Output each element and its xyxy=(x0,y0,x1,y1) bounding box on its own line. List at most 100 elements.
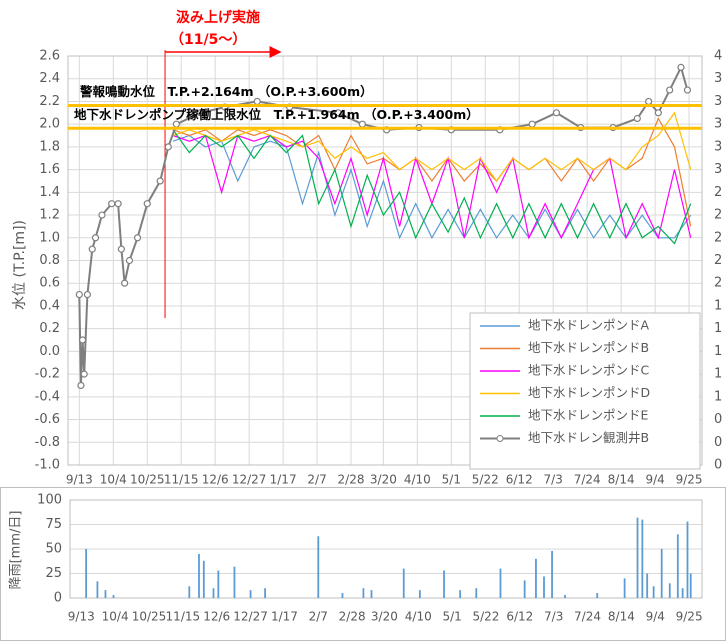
well-point xyxy=(164,143,172,151)
y-tick-label: -0.4 xyxy=(35,389,60,404)
x-tick-label: 10/25 xyxy=(132,610,167,624)
x-tick-label: 4/10 xyxy=(405,610,432,624)
legend-label: 地下水ドレン観測井B xyxy=(528,430,649,445)
well-point xyxy=(143,200,151,208)
y2-tick-label: 3 xyxy=(714,162,722,177)
rain-bar xyxy=(443,570,445,598)
x-tick-label: 9/4 xyxy=(646,610,665,624)
well-point xyxy=(78,336,87,344)
well-point xyxy=(654,109,662,117)
y-tick-label: 2.0 xyxy=(39,117,60,132)
rain-bar xyxy=(636,517,639,598)
rain-bar xyxy=(686,521,689,598)
rain-bar xyxy=(96,581,99,598)
rain-bar xyxy=(689,573,692,598)
rain-bar xyxy=(198,553,200,598)
rain-bar xyxy=(543,576,545,598)
rain-bar xyxy=(341,593,344,598)
well-point xyxy=(108,200,116,208)
legend-marker xyxy=(496,435,504,442)
x-tick-label: 4/10 xyxy=(404,473,431,487)
x-tick-label: 10/4 xyxy=(102,610,129,624)
legend-label: 地下水ドレンポンドD xyxy=(528,385,650,400)
y2-tick-label: 2 xyxy=(714,185,722,200)
well-point xyxy=(88,245,96,253)
legend-label: 地下水ドレンポンドC xyxy=(528,363,650,378)
well-point xyxy=(77,381,85,390)
y-tick-label: 0.4 xyxy=(39,298,60,313)
well-point xyxy=(83,290,92,299)
rain-bar xyxy=(459,590,462,598)
rain-bar xyxy=(370,590,373,598)
legend-label: 地下水ドレンポンドA xyxy=(528,318,650,333)
y-tick-label: 0.8 xyxy=(39,253,60,268)
y2-tick-label: 3 xyxy=(714,139,722,154)
y2-tick-label: 0 xyxy=(714,412,722,427)
well-point xyxy=(98,211,106,219)
y2-tick-label: 4 xyxy=(714,49,722,64)
rain-bar xyxy=(264,588,266,598)
well-point xyxy=(677,63,685,71)
rain-bar xyxy=(668,583,671,598)
well-point xyxy=(172,120,180,128)
rain-bar xyxy=(112,595,115,598)
rain-bar xyxy=(564,595,566,598)
x-tick-label: 9/13 xyxy=(66,473,93,487)
y-tick-label: 1.8 xyxy=(39,139,60,154)
annotation: 汲み上げ実施 xyxy=(176,9,260,26)
y2-tick-label: 1 xyxy=(714,344,722,359)
y-axis-title: 水位 (T.P.[m]) xyxy=(12,220,28,310)
rain-bar xyxy=(523,580,526,598)
well-point xyxy=(91,234,100,242)
x-tick-label: 7/3 xyxy=(544,473,563,487)
rain-bar xyxy=(104,590,107,598)
rain-bar xyxy=(646,573,649,598)
plot-frame xyxy=(67,55,703,466)
y2-tick-label: 0 xyxy=(714,458,722,473)
rain-bar xyxy=(475,588,478,598)
rain-bar xyxy=(596,593,599,598)
y-tick-label: 0.2 xyxy=(39,321,60,336)
x-tick-label: 6/12 xyxy=(506,610,533,624)
x-tick-label: 5/22 xyxy=(472,610,499,624)
legend-box xyxy=(469,312,701,470)
rain-bar xyxy=(418,590,421,598)
y-tick-label: -0.2 xyxy=(35,367,60,382)
threshold-label: 警報鳴動水位 T.P.+2.164m （O.P.+3.600m） xyxy=(79,84,373,99)
y-tick-label: 50 xyxy=(45,542,62,557)
x-tick-label: 2/28 xyxy=(339,610,366,624)
rain-bar xyxy=(249,590,252,598)
rain-bar xyxy=(85,549,88,598)
x-tick-label: 12/6 xyxy=(202,473,229,487)
annotation: （11/5〜） xyxy=(170,32,246,48)
well-point xyxy=(666,86,674,94)
y2-tick-label: 1 xyxy=(714,389,722,404)
x-tick-label: 8/14 xyxy=(608,473,635,487)
well-point xyxy=(114,200,122,208)
well-point xyxy=(156,177,164,185)
well-point xyxy=(633,114,641,123)
y2-tick-label: 0 xyxy=(714,435,722,450)
well-point xyxy=(197,109,205,117)
x-tick-label: 12/27 xyxy=(233,610,268,624)
y2-tick-label: 3 xyxy=(714,94,722,109)
well-point xyxy=(80,370,88,378)
y2-tick-label: 3 xyxy=(714,71,722,86)
y-tick-label: 1.4 xyxy=(39,185,60,200)
y-tick-label: 100 xyxy=(37,493,62,508)
x-tick-label: 7/3 xyxy=(544,610,563,624)
y-tick-label: -0.6 xyxy=(35,412,60,427)
y2-tick-label: 2 xyxy=(714,230,722,245)
x-tick-label: 3/20 xyxy=(371,610,398,624)
y-tick-label: -1.0 xyxy=(35,458,60,473)
y-tick-label: 1.0 xyxy=(39,230,60,245)
rain-bar xyxy=(652,586,655,598)
rain-bar xyxy=(535,558,537,598)
x-tick-label: 2/28 xyxy=(338,473,365,487)
well-point xyxy=(645,97,653,106)
y-tick-label: -0.8 xyxy=(35,435,60,450)
x-tick-label: 10/25 xyxy=(130,473,165,487)
y-tick-label: 1.6 xyxy=(39,162,60,177)
y-tick-label: 2.6 xyxy=(39,49,60,64)
